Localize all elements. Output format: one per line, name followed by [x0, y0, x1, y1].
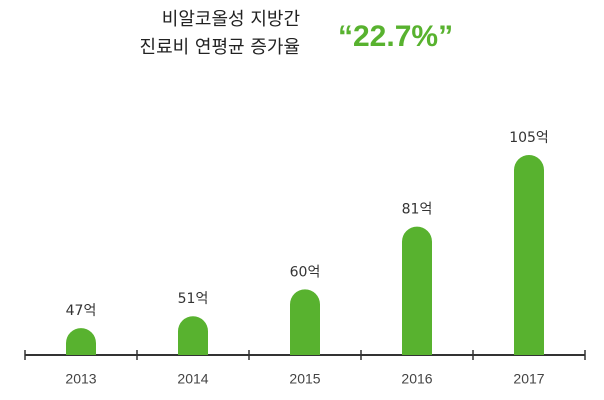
bar: [290, 289, 320, 355]
bar: [514, 155, 544, 355]
value-label: 105억: [509, 130, 549, 146]
chart-title: 진료비 연평균 증가율: [140, 37, 300, 58]
value-label: 60억: [290, 264, 321, 280]
value-label: 81억: [402, 202, 433, 218]
chart-title: 비알코올성 지방간: [162, 9, 300, 30]
bar: [178, 316, 208, 355]
bar: [402, 226, 432, 355]
value-label: 47억: [66, 303, 97, 319]
x-tick-label: 2015: [289, 371, 320, 387]
x-tick-label: 2014: [177, 371, 208, 387]
value-label: 51억: [178, 291, 209, 307]
x-tick-label: 2013: [65, 371, 96, 387]
bar: [66, 328, 96, 355]
x-tick-label: 2016: [401, 371, 432, 387]
x-tick-label: 2017: [513, 371, 544, 387]
highlight: “22.7%”: [338, 20, 453, 53]
